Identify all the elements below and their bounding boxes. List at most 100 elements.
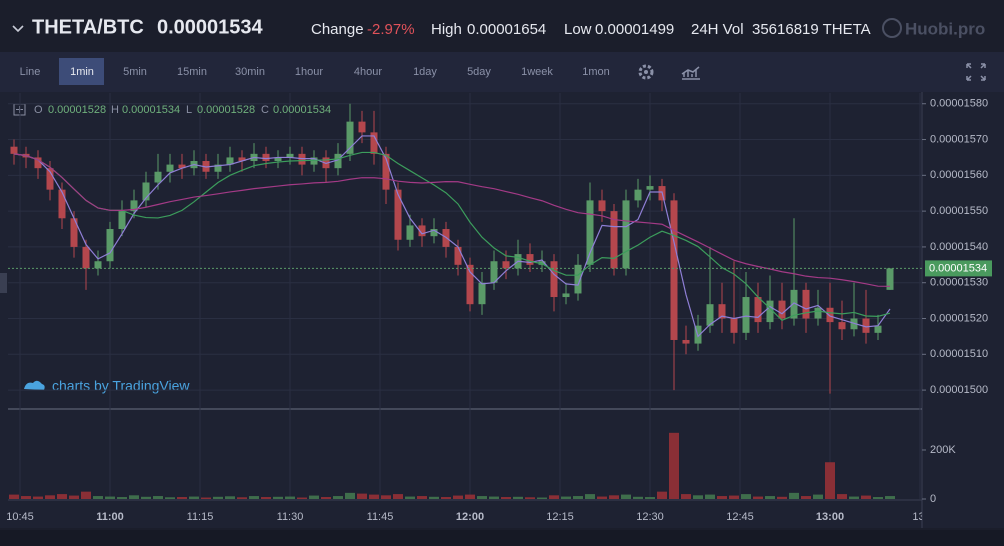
volume-bar	[213, 496, 223, 499]
active-interval-bg	[59, 58, 104, 85]
candle-body	[82, 246, 90, 269]
volume-bar	[813, 494, 823, 499]
candle-body	[226, 157, 234, 165]
low-label: Low	[564, 21, 592, 38]
high-value: 0.00001654	[467, 21, 546, 38]
logo-icon	[882, 18, 902, 38]
candle-body	[142, 182, 150, 201]
candle-body	[154, 171, 162, 183]
candle-body	[370, 132, 378, 154]
volume-bar	[429, 496, 439, 499]
volume-bar	[609, 495, 619, 499]
volume-bar	[153, 496, 163, 499]
x-tick-label: 11:30	[277, 511, 304, 523]
volume-bar	[705, 494, 715, 499]
volume-bar	[417, 496, 427, 499]
volume-bar	[21, 496, 31, 499]
change-value: -2.97%	[367, 21, 415, 38]
volume-bar	[69, 495, 79, 499]
volume-bar	[381, 495, 391, 499]
volume-bar	[741, 494, 751, 499]
candle-body	[826, 307, 834, 323]
volume-bar	[117, 497, 127, 499]
candle-body	[802, 289, 810, 319]
side-tab[interactable]	[0, 273, 7, 293]
interval-button[interactable]: 15min	[177, 66, 207, 78]
interval-button[interactable]: 4hour	[354, 66, 382, 78]
y-tick-label: 0.00001550	[930, 205, 988, 217]
last-price-label: 0.00001534	[929, 262, 987, 274]
legend-key: C	[261, 104, 269, 116]
settings-icon[interactable]	[638, 64, 654, 80]
candle-body	[622, 200, 630, 269]
volume-bar	[81, 491, 91, 499]
candle-body	[670, 200, 678, 340]
legend-value: 0.00001534	[273, 104, 331, 116]
candle-body	[214, 164, 222, 172]
x-tick-label: 11:00	[96, 511, 124, 523]
x-tick-label: 12:30	[636, 511, 664, 523]
volume-bar	[405, 496, 415, 499]
interval-button[interactable]: 5min	[123, 66, 147, 78]
volume-bar	[753, 496, 763, 499]
y-tick-label: 0.00001520	[930, 312, 988, 324]
candle-body	[334, 153, 342, 169]
volume-bar	[453, 495, 463, 499]
volume-bar	[345, 492, 355, 499]
last-price-box	[925, 260, 992, 277]
candle-body	[358, 121, 366, 133]
candle-body	[682, 339, 690, 344]
volume-bar	[225, 496, 235, 499]
interval-button[interactable]: 5day	[467, 66, 491, 78]
volume-bar	[357, 493, 367, 499]
candle-body	[310, 157, 318, 165]
interval-button[interactable]: 1day	[413, 66, 437, 78]
interval-button[interactable]: 1mon	[582, 66, 610, 78]
moving-average	[13, 135, 891, 338]
candle-body	[10, 146, 18, 154]
logo: Huobi.pro	[905, 19, 985, 38]
candle-body	[70, 218, 78, 247]
volume-bar	[729, 495, 739, 499]
volume-bar	[309, 495, 319, 499]
last-price: 0.00001534	[157, 16, 264, 38]
watermark[interactable]: charts by TradingView	[52, 378, 190, 394]
interval-button[interactable]: 1week	[521, 66, 553, 78]
x-tick-label: 10:45	[6, 511, 34, 523]
volume-bar	[525, 497, 535, 499]
fullscreen-icon[interactable]	[966, 63, 986, 81]
volume-bar	[549, 495, 559, 499]
y-tick-label: 0.00001580	[930, 98, 988, 110]
volume-bar	[93, 496, 103, 499]
candle-body	[718, 304, 726, 319]
y-tick-label: 0	[930, 493, 936, 505]
interval-button[interactable]: 1hour	[295, 66, 323, 78]
candle-body	[346, 121, 354, 154]
chart-area	[0, 92, 1004, 528]
interval-button[interactable]: Line	[20, 66, 41, 78]
legend-key: O	[34, 104, 43, 116]
candle-body	[634, 189, 642, 201]
moving-average	[13, 153, 891, 287]
interval-button[interactable]: 30min	[235, 66, 265, 78]
candle-body	[754, 297, 762, 323]
volume-bar	[297, 497, 307, 499]
candle-body	[262, 153, 270, 162]
pair[interactable]: THETA/BTC	[32, 16, 144, 38]
toolbar	[0, 52, 1004, 92]
candle-body	[130, 200, 138, 212]
interval-button[interactable]: 1min	[70, 66, 94, 78]
dropdown-arrow[interactable]	[12, 25, 24, 33]
candle-body	[526, 254, 534, 265]
volume-bar	[597, 496, 607, 499]
candle-body	[274, 157, 282, 162]
legend-key: L	[186, 104, 192, 116]
candle-body	[814, 307, 822, 319]
volume-bar	[825, 462, 835, 499]
volume-bar	[261, 497, 271, 499]
indicators-icon[interactable]	[681, 66, 700, 80]
volume-bar	[585, 494, 595, 499]
tradingview-logo	[24, 380, 45, 390]
